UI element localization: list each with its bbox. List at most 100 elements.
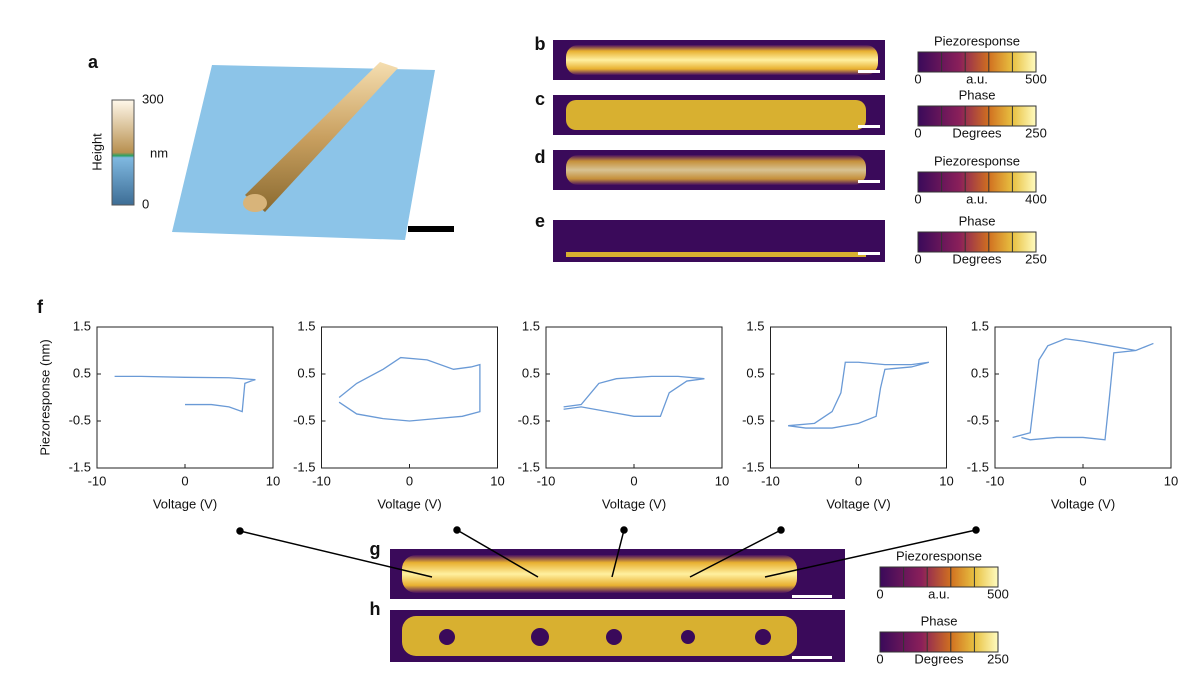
y-tick-label: 0.5 <box>297 365 315 380</box>
x-tick-label: 10 <box>1164 473 1178 488</box>
scale-bar <box>858 180 880 183</box>
hysteresis-loop <box>788 361 930 429</box>
colorbar-tick-label: 0 <box>142 196 149 211</box>
y-tick-label: -0.5 <box>742 412 764 427</box>
colorbar-tick-label: 400 <box>1025 191 1047 206</box>
nanowire-end <box>243 194 267 212</box>
y-tick-label: -1.5 <box>69 459 91 474</box>
y-tick-label: 1.5 <box>73 318 91 333</box>
panel-label: d <box>535 147 546 167</box>
y-tick-label: -1.5 <box>518 459 540 474</box>
x-tick-label: 10 <box>939 473 953 488</box>
x-tick-label: 0 <box>855 473 862 488</box>
x-tick-label: 10 <box>715 473 729 488</box>
colorbar-tick-label: 300 <box>142 91 164 106</box>
colorbar-title: Piezoresponse <box>934 153 1020 168</box>
hysteresis-loop <box>338 356 481 422</box>
colorbar-tick-label: 0 <box>914 125 921 140</box>
y-tick-label: -1.5 <box>967 459 989 474</box>
x-tick-label: 10 <box>266 473 280 488</box>
y-tick-label: -0.5 <box>293 412 315 427</box>
colorbar-unit: Degrees <box>914 651 964 666</box>
colorbar-tick-label: 250 <box>987 651 1009 666</box>
y-tick-label: 1.5 <box>746 318 764 333</box>
x-tick-label: 0 <box>406 473 413 488</box>
y-axis-label: Piezoresponse (nm) <box>37 339 52 455</box>
x-tick-label: 0 <box>181 473 188 488</box>
plot-frame <box>994 326 1172 469</box>
nanowire-image <box>566 100 866 130</box>
colorbar <box>879 566 999 588</box>
nanowire-image <box>566 45 878 75</box>
x-axis-label: Voltage (V) <box>377 496 441 511</box>
nanowire-image <box>402 555 797 593</box>
y-tick-label: 1.5 <box>522 318 540 333</box>
scale-bar <box>858 70 880 73</box>
colorbar-title: Phase <box>959 87 996 102</box>
y-tick-label: 0.5 <box>746 365 764 380</box>
y-tick-label: -0.5 <box>518 412 540 427</box>
colorbar-tick-label: 0 <box>876 586 883 601</box>
x-axis-label: Voltage (V) <box>153 496 217 511</box>
nanowire-image <box>566 155 866 185</box>
hysteresis-loop <box>1012 338 1154 441</box>
plot-frame <box>545 326 723 469</box>
colorbar <box>879 631 999 653</box>
plot-frame <box>96 326 274 469</box>
x-tick-label: -10 <box>88 473 107 488</box>
colorbar-unit: nm <box>150 145 168 160</box>
colorbar-title: Phase <box>959 213 996 228</box>
panel-label: a <box>88 52 99 72</box>
colorbar-unit: Degrees <box>952 125 1002 140</box>
y-tick-label: -0.5 <box>967 412 989 427</box>
colorbar-title: Piezoresponse <box>896 548 982 563</box>
scale-bar <box>408 226 454 232</box>
x-tick-label: 0 <box>630 473 637 488</box>
scale-bar <box>858 252 880 255</box>
connector-lines <box>236 526 980 578</box>
colorbar-unit: Degrees <box>952 251 1002 266</box>
colorbar-tick-label: 0 <box>914 71 921 86</box>
panel-label: g <box>370 539 381 559</box>
hysteresis-loop <box>563 375 705 417</box>
x-axis-label: Voltage (V) <box>1051 496 1115 511</box>
y-tick-label: -1.5 <box>742 459 764 474</box>
plot-frame <box>321 326 498 469</box>
colorbar <box>917 171 1037 193</box>
scale-bar <box>858 125 880 128</box>
plot-frame <box>770 326 947 469</box>
colorbar-unit: a.u. <box>966 71 988 86</box>
y-tick-label: 0.5 <box>73 365 91 380</box>
colorbar-title: Phase <box>921 613 958 628</box>
nanowire-image <box>402 616 797 656</box>
colorbar-tick-label: 0 <box>876 651 883 666</box>
height-colorbar <box>111 99 135 206</box>
x-tick-label: 10 <box>490 473 504 488</box>
colorbar-tick-label: 250 <box>1025 251 1047 266</box>
panel-label: h <box>370 599 381 619</box>
y-tick-label: -1.5 <box>293 459 315 474</box>
colorbar-unit: a.u. <box>966 191 988 206</box>
colorbar <box>917 51 1037 73</box>
scale-bar <box>792 595 832 598</box>
colorbar-tick-label: 0 <box>914 191 921 206</box>
x-tick-label: -10 <box>537 473 556 488</box>
colorbar-title: Piezoresponse <box>934 33 1020 48</box>
hysteresis-loop <box>114 375 256 413</box>
x-axis-label: Voltage (V) <box>826 496 890 511</box>
colorbar <box>917 231 1037 253</box>
y-tick-label: 1.5 <box>971 318 989 333</box>
y-tick-label: 0.5 <box>522 365 540 380</box>
scale-bar <box>792 656 832 659</box>
colorbar <box>917 105 1037 127</box>
x-axis-label: Voltage (V) <box>602 496 666 511</box>
colorbar-tick-label: 500 <box>1025 71 1047 86</box>
colorbar-tick-label: 0 <box>914 251 921 266</box>
panel-label: b <box>535 34 546 54</box>
panel-label: e <box>535 211 545 231</box>
colorbar-tick-label: 500 <box>987 586 1009 601</box>
panel-label: c <box>535 89 545 109</box>
colorbar-title: Height <box>89 133 104 171</box>
colorbar-tick-label: 250 <box>1025 125 1047 140</box>
